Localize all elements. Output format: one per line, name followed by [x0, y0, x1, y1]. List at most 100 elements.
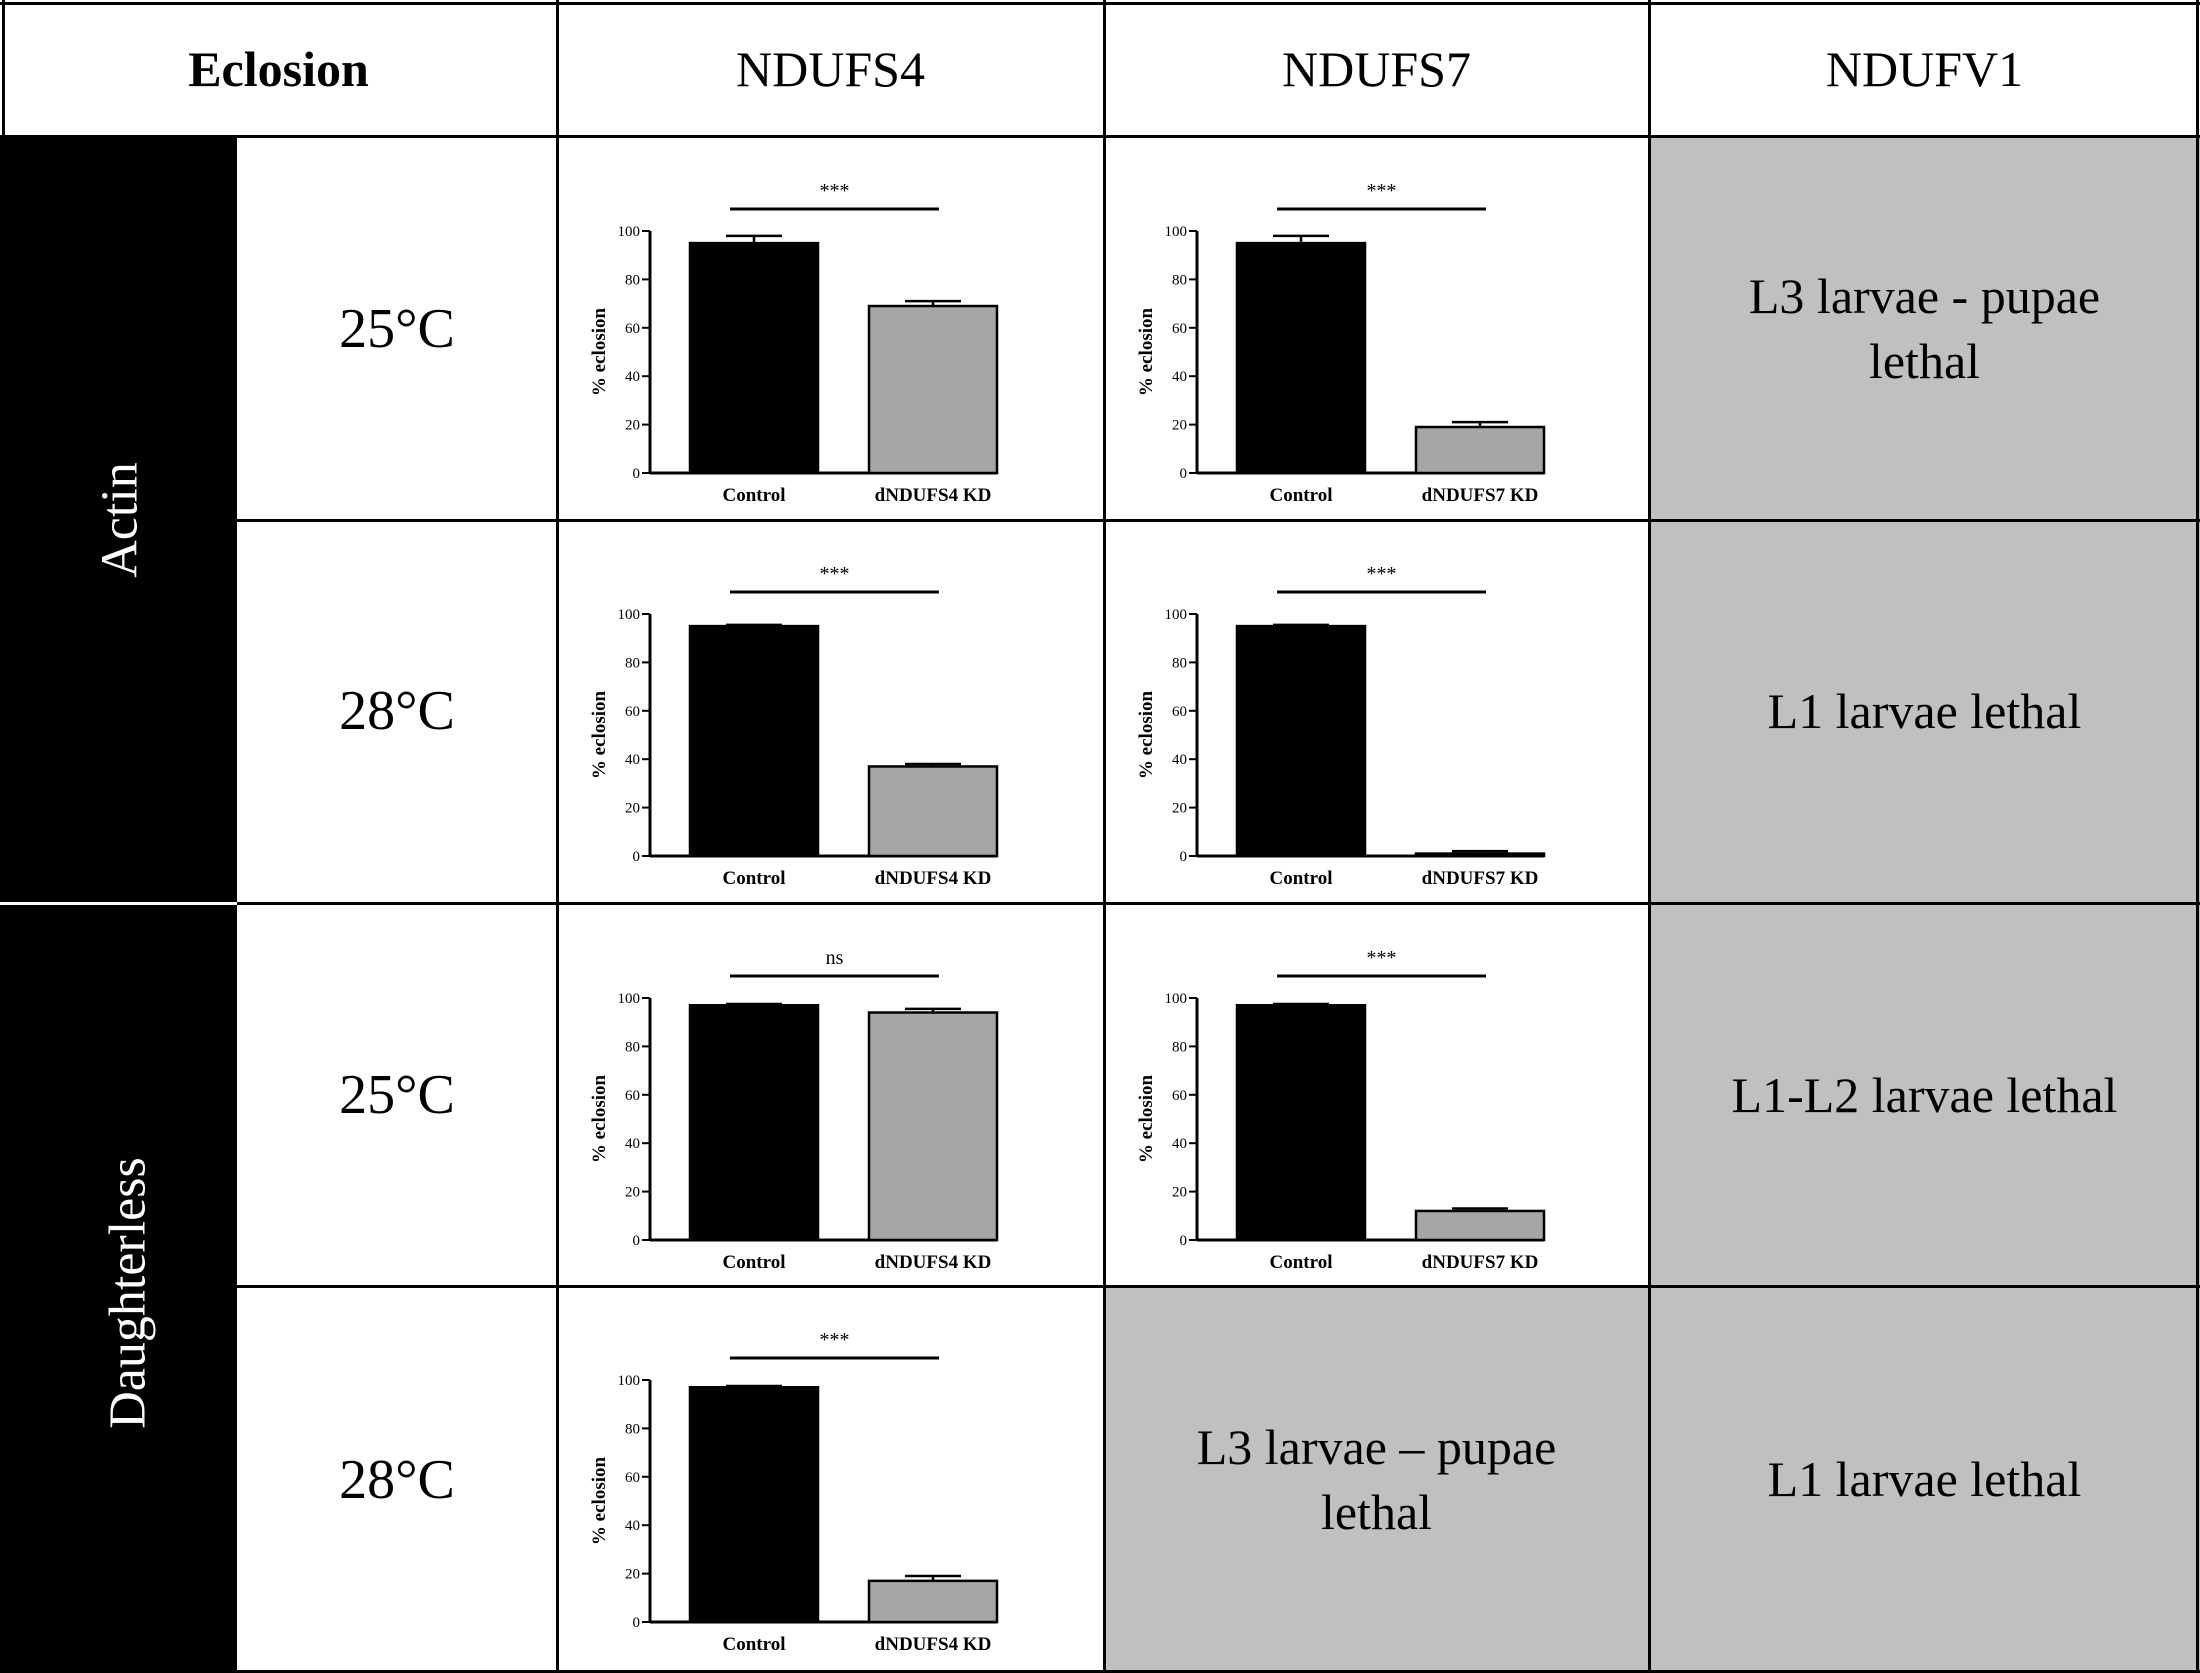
- y-tick-label: 100: [1165, 991, 1188, 1007]
- lethal-cell-da-28-ndufs7: L3 larvae – pupae lethal: [1104, 1286, 1649, 1673]
- category-label: Control: [723, 1252, 786, 1273]
- y-tick-label: 40: [625, 1518, 640, 1534]
- y-tick-label: 100: [618, 1373, 641, 1389]
- y-tick-label: 0: [633, 466, 641, 482]
- y-tick-label: 80: [1172, 272, 1187, 288]
- y-tick-label: 0: [633, 1233, 641, 1249]
- significance-label: ***: [1367, 180, 1397, 202]
- bar: [867, 1579, 999, 1624]
- column-header-ndufs4: NDUFS4: [736, 40, 925, 97]
- category-label: Control: [723, 485, 786, 506]
- bar: [1235, 624, 1367, 858]
- y-tick-label: 20: [625, 1185, 640, 1201]
- y-tick-label: 40: [1172, 1136, 1187, 1152]
- grid-line: [0, 1670, 2200, 1673]
- y-tick-label: 100: [618, 991, 641, 1007]
- y-axis-label: % eclosion: [1136, 1075, 1157, 1164]
- y-tick-label: 40: [1172, 369, 1187, 385]
- lethal-cell-actin-25-ndufv1: L3 larvae - pupae lethal: [1649, 137, 2200, 520]
- y-tick-label: 80: [625, 272, 640, 288]
- category-label: Control: [1270, 485, 1333, 506]
- category-label: Control: [723, 1634, 786, 1655]
- category-label: Control: [1270, 868, 1333, 889]
- y-axis-label: % eclosion: [589, 691, 610, 780]
- significance-label: ns: [826, 947, 844, 969]
- significance-label: ***: [820, 1329, 850, 1351]
- chart-da-28-ndufs4: 0 20 40 60 80 100 % eclosion Control dNDUFS4 KD *…: [589, 1329, 999, 1655]
- column-header-ndufs7: NDUFS7: [1282, 40, 1471, 97]
- grid-line: [237, 1285, 2200, 1288]
- category-label: Control: [723, 868, 786, 889]
- bar: [688, 241, 820, 475]
- y-tick-label: 0: [633, 1615, 641, 1631]
- y-axis-label: % eclosion: [1136, 691, 1157, 780]
- bar: [1414, 852, 1546, 858]
- category-label: dNDUFS4 KD: [875, 868, 992, 889]
- grid-line: [1103, 0, 1106, 1673]
- lethal-text: L1 larvae lethal: [1767, 1451, 2082, 1507]
- lethal-text: L1 larvae lethal: [1767, 682, 2082, 739]
- category-label: dNDUFS7 KD: [1422, 485, 1539, 506]
- y-tick-label: 40: [625, 1136, 640, 1152]
- corner-header: Eclosion: [188, 40, 369, 97]
- y-tick-label: 100: [1165, 607, 1188, 623]
- lethal-cell-actin-28-ndufv1: L1 larvae lethal: [1649, 520, 2200, 902]
- y-tick-label: 80: [1172, 655, 1187, 671]
- lethal-text: L1-L2 larvae lethal: [1731, 1066, 2118, 1123]
- y-tick-label: 100: [1165, 224, 1188, 240]
- grid-line: [2, 0, 5, 137]
- y-tick-label: 60: [625, 321, 640, 337]
- y-tick-label: 60: [625, 1470, 640, 1486]
- bar: [688, 1004, 820, 1242]
- y-tick-label: 100: [618, 224, 641, 240]
- driver-label-daughterless: Daughterless: [99, 1157, 157, 1429]
- grid-line: [1648, 0, 1651, 1673]
- driver-label-actin: Actin: [91, 462, 149, 578]
- y-tick-label: 80: [625, 1039, 640, 1055]
- y-tick-label: 0: [1180, 466, 1188, 482]
- grid-line: [2196, 0, 2199, 1673]
- column-header-ndufv1: NDUFV1: [1825, 40, 2024, 97]
- driver-block-actin: [0, 137, 237, 902]
- chart-actin-28-ndufs4: 0 20 40 60 80 100 % eclosion Control dNDUFS4 KD *…: [589, 563, 999, 889]
- bar: [1414, 1209, 1546, 1242]
- chart-actin-25-ndufs7: 0 20 40 60 80 100 % eclosion Control dNDUFS7 KD *…: [1136, 180, 1546, 506]
- chart-da-25-ndufs7: 0 20 40 60 80 100 % eclosion Control dNDUFS7 KD *…: [1136, 947, 1546, 1273]
- bar: [1235, 241, 1367, 475]
- y-tick-label: 20: [625, 418, 640, 434]
- lethal-cell-da-25-ndufv1: L1-L2 larvae lethal: [1649, 904, 2200, 1286]
- y-tick-label: 40: [625, 369, 640, 385]
- chart-da-25-ndufs4: 0 20 40 60 80 100 % eclosion Control dNDUFS4 KD n…: [589, 947, 999, 1273]
- temp-label: 25°C: [339, 1064, 455, 1126]
- bar: [867, 304, 999, 475]
- grid-line: [0, 2, 2200, 5]
- significance-label: ***: [820, 563, 850, 585]
- temp-label: 25°C: [339, 297, 455, 360]
- chart-actin-28-ndufs7: 0 20 40 60 80 100 % eclosion Control dNDUFS7 KD *…: [1136, 563, 1546, 889]
- y-axis-label: % eclosion: [589, 308, 610, 397]
- y-tick-label: 40: [1172, 752, 1187, 768]
- y-tick-label: 20: [1172, 801, 1187, 817]
- bar: [867, 1011, 999, 1242]
- y-tick-label: 80: [1172, 1039, 1187, 1055]
- y-tick-label: 60: [1172, 1088, 1187, 1104]
- grid-line: [556, 0, 559, 1673]
- y-tick-label: 60: [625, 1088, 640, 1104]
- chart-actin-25-ndufs4: 0 20 40 60 80 100 % eclosion Control dNDUFS4 KD *…: [589, 180, 999, 506]
- y-tick-label: 20: [625, 801, 640, 817]
- category-label: dNDUFS4 KD: [875, 1252, 992, 1273]
- grid-line: [237, 902, 2200, 905]
- y-tick-label: 20: [1172, 418, 1187, 434]
- y-tick-label: 40: [625, 752, 640, 768]
- y-tick-label: 100: [618, 607, 641, 623]
- bar: [688, 1386, 820, 1624]
- significance-label: ***: [1367, 563, 1397, 585]
- grid-line: [237, 519, 2200, 522]
- category-label: dNDUFS7 KD: [1422, 868, 1539, 889]
- y-tick-label: 60: [1172, 321, 1187, 337]
- y-tick-label: 80: [625, 1421, 640, 1437]
- temp-label: 28°C: [339, 680, 455, 742]
- bar: [688, 624, 820, 858]
- category-label: Control: [1270, 1252, 1333, 1273]
- bar: [1235, 1004, 1367, 1242]
